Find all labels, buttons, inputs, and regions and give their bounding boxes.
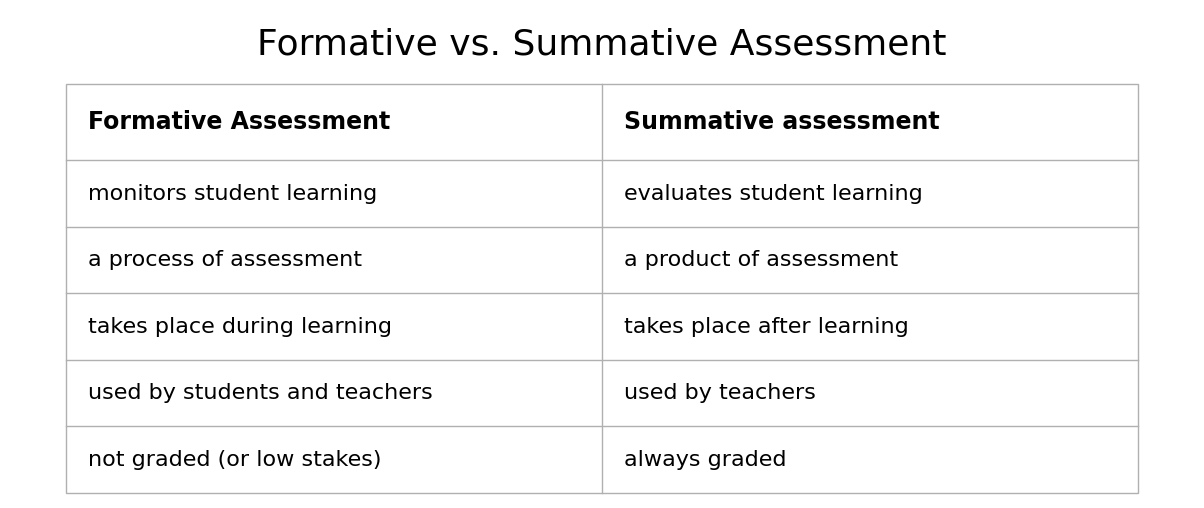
Text: used by students and teachers: used by students and teachers xyxy=(88,383,432,403)
Text: a process of assessment: a process of assessment xyxy=(88,250,362,270)
Text: Formative Assessment: Formative Assessment xyxy=(88,110,390,134)
Text: takes place after learning: takes place after learning xyxy=(624,316,909,336)
Text: Formative vs. Summative Assessment: Formative vs. Summative Assessment xyxy=(258,28,946,62)
Text: evaluates student learning: evaluates student learning xyxy=(624,183,922,204)
Text: not graded (or low stakes): not graded (or low stakes) xyxy=(88,450,382,469)
Bar xyxy=(66,84,1138,493)
Text: a product of assessment: a product of assessment xyxy=(624,250,898,270)
Text: takes place during learning: takes place during learning xyxy=(88,316,391,336)
Text: monitors student learning: monitors student learning xyxy=(88,183,377,204)
Text: Summative assessment: Summative assessment xyxy=(624,110,939,134)
Text: used by teachers: used by teachers xyxy=(624,383,815,403)
Text: always graded: always graded xyxy=(624,450,786,469)
